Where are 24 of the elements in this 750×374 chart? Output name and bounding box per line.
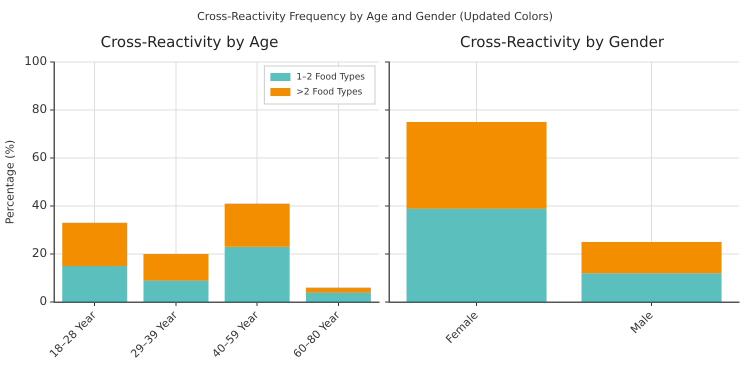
y-tick-label: 100	[24, 54, 48, 68]
bar	[306, 292, 371, 302]
y-axis-title: Percentage (%)	[3, 140, 16, 224]
bar	[582, 242, 722, 274]
y-tick-label: 80	[32, 102, 48, 116]
y-tick-label: 0	[39, 294, 48, 308]
bar	[306, 288, 371, 292]
y-tick-label: 40	[32, 198, 48, 212]
bar	[406, 208, 546, 302]
bar	[143, 280, 208, 302]
chart-title: Cross-Reactivity by Age	[100, 32, 278, 51]
y-tick-label: 60	[32, 150, 48, 164]
bar	[224, 246, 290, 302]
bar	[582, 273, 722, 302]
bar	[62, 266, 128, 302]
legend-label: >2 Food Types	[296, 87, 363, 98]
y-tick-label: 20	[32, 246, 48, 260]
bar	[143, 254, 208, 280]
bar	[62, 222, 128, 266]
legend-label: 1–2 Food Types	[296, 72, 366, 82]
text: Cross-Reactivity Frequency by Age and Gender (Updated Colors)	[196, 9, 554, 25]
bar	[224, 204, 290, 247]
chart-title: Cross-Reactivity by Gender	[460, 32, 665, 51]
bar	[406, 122, 546, 208]
